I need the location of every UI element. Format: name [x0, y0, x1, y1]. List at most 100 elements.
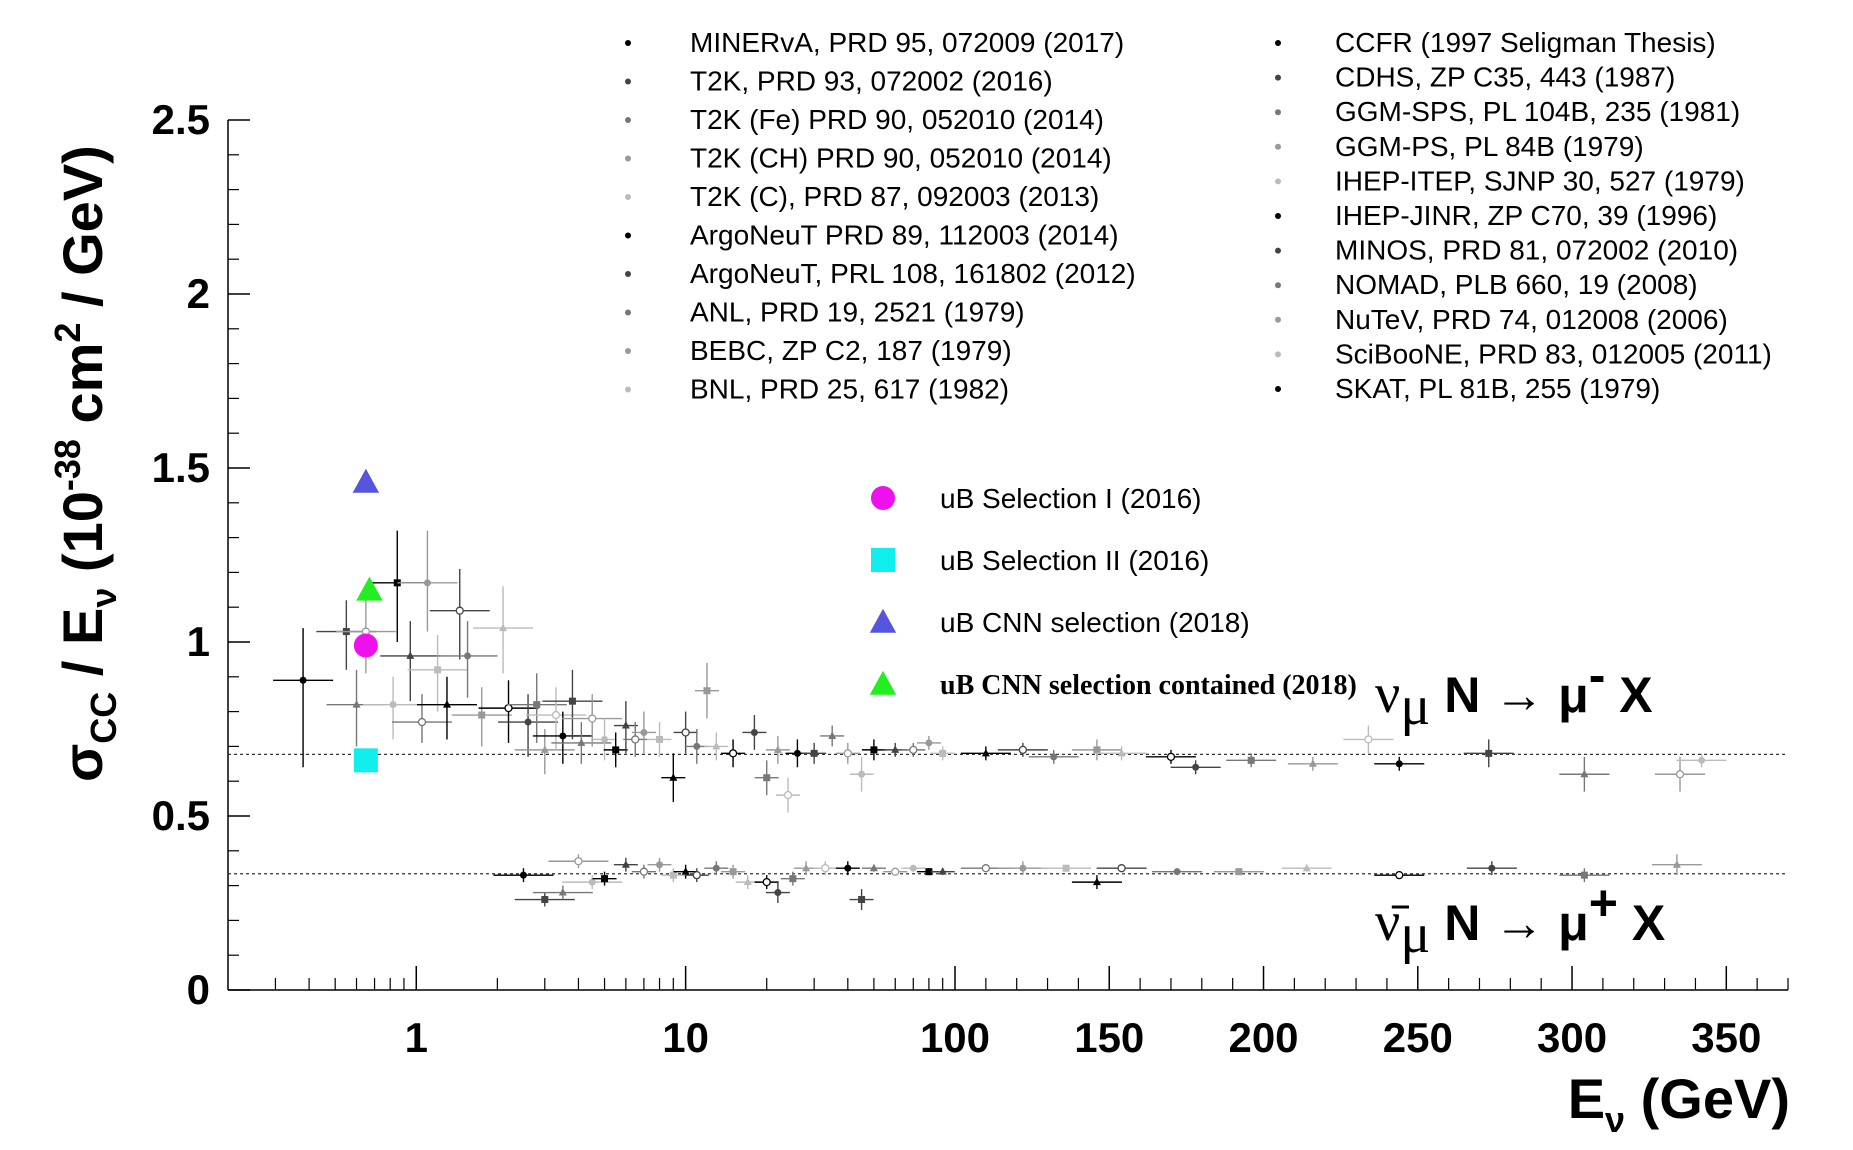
nu-annotation: νμ N → μ- X — [1375, 647, 1653, 737]
antinu-data-point — [721, 864, 746, 879]
antinu-data-point — [883, 867, 908, 876]
antinu-data-point — [493, 868, 554, 883]
y-tick-label: 0.5 — [152, 792, 210, 839]
x-tick-label: 300 — [1537, 1014, 1607, 1061]
antinu-data-point — [1096, 864, 1147, 873]
antinu-data-point — [562, 875, 623, 890]
nu-data-point — [498, 694, 559, 757]
legend-marker — [625, 232, 631, 239]
legend-marker — [625, 155, 631, 162]
antinu-data-point — [532, 885, 593, 900]
antinu-data-point — [997, 861, 1048, 876]
nu-data-point — [1226, 753, 1277, 768]
nu-data-point — [1028, 749, 1079, 764]
x-tick-label: 100 — [920, 1014, 990, 1061]
ub-legend-marker — [871, 548, 895, 572]
antinu-data-point — [901, 864, 926, 872]
nu-data-point — [273, 628, 334, 768]
antinu-data-point — [1213, 868, 1264, 876]
plot-frame — [227, 120, 1788, 991]
antinu-data-point — [849, 889, 874, 910]
nu-data-point — [1145, 749, 1196, 764]
antinu-data-point — [1152, 868, 1203, 876]
legend-entry: T2K, PRD 93, 072002 (2016) — [690, 66, 1053, 97]
legend-marker — [1275, 74, 1281, 81]
legend-right: CCFR (1997 Seligman Thesis) CDHS, ZP C35,… — [1275, 27, 1772, 404]
legend-entry: BNL, PRD 25, 617 (1982) — [690, 374, 1009, 405]
legend-entry: T2K (Fe) PRD 90, 052010 (2014) — [690, 104, 1104, 135]
ub-data-point — [353, 748, 378, 773]
y-tick-label: 2.5 — [152, 96, 210, 143]
legend-marker — [625, 40, 631, 46]
legend-entry: SciBooNE, PRD 83, 012005 (2011) — [1335, 338, 1772, 369]
x-tick-label: 1 — [405, 1014, 428, 1061]
antinu-data-point — [1466, 861, 1517, 876]
legend-entry: ANL, PRD 19, 2521 (1979) — [690, 297, 1025, 328]
nu-data-point — [391, 694, 452, 743]
nu-data-point — [721, 739, 746, 768]
nu-data-point — [835, 742, 860, 764]
nu-data-point — [451, 687, 512, 747]
nu-data-point — [901, 742, 926, 757]
antinu-data-point — [631, 864, 656, 879]
y-tick-label: 0 — [187, 966, 210, 1013]
legend-marker — [1275, 386, 1281, 392]
nu-data-point — [1655, 756, 1706, 792]
nu-data-point — [407, 635, 468, 712]
antinu-data-point — [1281, 863, 1332, 872]
legend-marker — [1275, 351, 1281, 358]
x-tick-label: 200 — [1228, 1014, 1298, 1061]
ub-legend-marker — [869, 670, 897, 695]
nu-data-point — [997, 742, 1048, 757]
nu-data-point — [930, 746, 955, 761]
x-tick-label: 10 — [662, 1014, 709, 1061]
legend-marker — [1275, 316, 1281, 323]
legend-entry: CDHS, ZP C35, 443 (1987) — [1335, 62, 1675, 93]
nu-data-point — [603, 732, 628, 768]
antinu-data-point — [514, 892, 575, 907]
legend-marker — [625, 386, 631, 393]
legend-entry: IHEP-ITEP, SJNP 30, 527 (1979) — [1335, 165, 1745, 196]
legend-entry: T2K (CH) PRD 90, 052010 (2014) — [690, 143, 1112, 174]
legend-marker — [1275, 109, 1281, 116]
antinu-data-point — [1041, 864, 1092, 872]
ub-points — [352, 468, 383, 773]
legend-marker — [1275, 143, 1281, 150]
legend-left: MINERvA, PRD 95, 072009 (2017) T2K, PRD 9… — [625, 27, 1136, 405]
y-tick-label: 2 — [187, 270, 210, 317]
nu-data-point — [1071, 739, 1122, 761]
nu-data-point — [613, 701, 638, 754]
nu-data-point — [1463, 739, 1514, 768]
legend-entry: NOMAD, PLB 660, 19 (2008) — [1335, 269, 1698, 300]
antinu-data-point — [861, 863, 886, 872]
nu-data-point — [473, 586, 534, 674]
antinu-data-point — [548, 854, 609, 869]
nu-data-point — [562, 694, 623, 747]
ub-legend: uB Selection I (2016) uB Selection II (20… — [869, 483, 1357, 701]
antinu-data-point — [704, 861, 729, 876]
antinu-data-point — [754, 875, 779, 890]
nu-data-point — [326, 669, 387, 747]
x-tick-label: 250 — [1383, 1014, 1453, 1061]
nu-data-point — [429, 568, 490, 660]
antinu-data-point — [813, 861, 838, 876]
nu-data-point — [960, 746, 1011, 761]
legend-marker — [1275, 178, 1281, 185]
nu-data-point — [525, 687, 586, 750]
nu-data-point — [802, 742, 827, 764]
ub-legend-label: uB CNN selection contained (2018) — [940, 670, 1357, 701]
data-points — [273, 530, 1727, 910]
nu-data-point — [363, 676, 424, 740]
ub-data-point — [353, 633, 378, 658]
nu-data-point — [1559, 756, 1610, 792]
legend-entry: MINERvA, PRD 95, 072009 (2017) — [690, 27, 1124, 58]
y-ticks: 0 0.5 1 1.5 2 2.5 — [152, 96, 250, 1013]
legend-marker — [625, 348, 631, 354]
antinu-data-point — [684, 868, 709, 883]
legend-entry: BEBC, ZP C2, 187 (1979) — [690, 335, 1012, 366]
x-tick-label: 150 — [1074, 1014, 1144, 1061]
antinu-data-point — [835, 861, 860, 876]
nu-data-point — [631, 711, 656, 754]
ub-data-point — [356, 576, 383, 601]
legend-marker — [625, 117, 631, 123]
